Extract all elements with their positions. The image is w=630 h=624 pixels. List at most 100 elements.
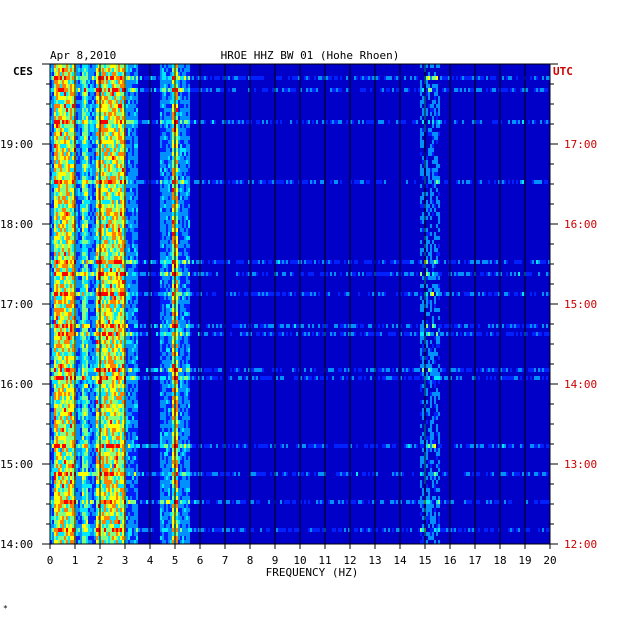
spectrogram-cell <box>428 76 430 80</box>
spectrogram-cell <box>114 164 116 168</box>
spectrogram-cell <box>128 220 130 224</box>
spectrogram-cell <box>432 192 434 196</box>
spectrogram-cell <box>160 256 162 260</box>
spectrogram-cell <box>522 180 524 184</box>
spectrogram-cell <box>82 128 84 132</box>
spectrogram-cell <box>80 276 82 280</box>
spectrogram-cell <box>184 108 186 112</box>
spectrogram-cell <box>194 136 196 140</box>
spectrogram-cell <box>122 276 124 280</box>
spectrogram-cell <box>422 88 424 92</box>
spectrogram-cell <box>92 108 94 112</box>
spectrogram-cell <box>368 76 370 80</box>
spectrogram-cell <box>112 112 114 116</box>
spectrogram-cell <box>426 168 428 172</box>
spectrogram-cell <box>52 236 54 240</box>
spectrogram-cell <box>70 196 72 200</box>
spectrogram-cell <box>234 76 236 80</box>
spectrogram-cell <box>114 144 116 148</box>
spectrogram-cell <box>428 92 430 96</box>
spectrogram-cell <box>136 228 138 232</box>
spectrogram-cell <box>88 116 90 120</box>
spectrogram-cell <box>130 176 132 180</box>
spectrogram-cell <box>422 96 424 100</box>
spectrogram-cell <box>466 292 468 296</box>
spectrogram-cell <box>80 96 82 100</box>
spectrogram-cell <box>170 136 172 140</box>
spectrogram-cell <box>290 180 292 184</box>
spectrogram-cell <box>352 272 354 276</box>
spectrogram-cell <box>50 180 52 184</box>
spectrogram-cell <box>194 88 196 92</box>
spectrogram-cell <box>182 296 184 300</box>
spectrogram-cell <box>150 232 152 236</box>
spectrogram-cell <box>132 256 134 260</box>
spectrogram-cell <box>420 140 422 144</box>
spectrogram-cell <box>126 136 128 140</box>
spectrogram-cell <box>166 212 168 216</box>
spectrogram-cell <box>78 120 80 124</box>
spectrogram-cell <box>100 160 102 164</box>
spectrogram-cell <box>422 132 424 136</box>
spectrogram-cell <box>108 104 110 108</box>
spectrogram-cell <box>88 172 90 176</box>
spectrogram-cell <box>162 268 164 272</box>
spectrogram-cell <box>146 156 148 160</box>
spectrogram-cell <box>96 112 98 116</box>
spectrogram-cell <box>162 236 164 240</box>
spectrogram-cell <box>136 200 138 204</box>
spectrogram-cell <box>54 184 56 188</box>
spectrogram-cell <box>86 264 88 268</box>
spectrogram-cell <box>302 292 304 296</box>
spectrogram-cell <box>462 120 464 124</box>
spectrogram-cell <box>118 120 120 124</box>
spectrogram-cell <box>164 228 166 232</box>
spectrogram-cell <box>452 292 454 296</box>
spectrogram-cell <box>66 76 68 80</box>
spectrogram-cell <box>260 292 262 296</box>
spectrogram-cell <box>348 260 350 264</box>
spectrogram-cell <box>432 264 434 268</box>
spectrogram-cell <box>158 260 160 264</box>
spectrogram-cell <box>102 72 104 76</box>
spectrogram-cell <box>136 148 138 152</box>
spectrogram-cell <box>54 112 56 116</box>
spectrogram-cell <box>56 168 58 172</box>
spectrogram-cell <box>162 124 164 128</box>
spectrogram-cell <box>76 84 78 88</box>
spectrogram-cell <box>128 284 130 288</box>
spectrogram-cell <box>292 260 294 264</box>
spectrogram-cell <box>336 180 338 184</box>
spectrogram-cell <box>162 120 164 124</box>
spectrogram-cell <box>90 152 92 156</box>
spectrogram-cell <box>426 156 428 160</box>
spectrogram-cell <box>250 120 252 124</box>
spectrogram-cell <box>82 268 84 272</box>
spectrogram-cell <box>136 284 138 288</box>
spectrogram-cell <box>82 168 84 172</box>
spectrogram-cell <box>476 88 478 92</box>
spectrogram-cell <box>190 248 192 252</box>
spectrogram-cell <box>106 296 108 300</box>
spectrogram-cell <box>314 76 316 80</box>
spectrogram-cell <box>182 72 184 76</box>
spectrogram-cell <box>118 68 120 72</box>
spectrogram-cell <box>60 292 62 296</box>
spectrogram-cell <box>438 192 440 196</box>
spectrogram-cell <box>90 264 92 268</box>
spectrogram-cell <box>118 80 120 84</box>
spectrogram-cell <box>490 292 492 296</box>
spectrogram-cell <box>162 84 164 88</box>
spectrogram-cell <box>382 88 384 92</box>
spectrogram-cell <box>108 132 110 136</box>
spectrogram-cell <box>86 96 88 100</box>
spectrogram-cell <box>114 68 116 72</box>
spectrogram-cell <box>166 272 168 276</box>
spectrogram-cell <box>168 260 170 264</box>
spectrogram-cell <box>116 156 118 160</box>
spectrogram-cell <box>214 292 216 296</box>
spectrogram-cell <box>52 252 54 256</box>
spectrogram-cell <box>170 88 172 92</box>
spectrogram-cell <box>436 176 438 180</box>
spectrogram-cell <box>86 140 88 144</box>
